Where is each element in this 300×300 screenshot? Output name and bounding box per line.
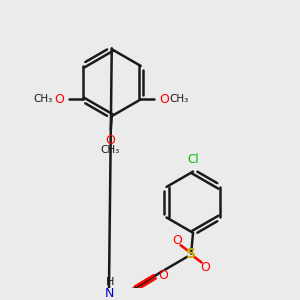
- Text: Cl: Cl: [187, 153, 199, 166]
- Text: CH₃: CH₃: [100, 145, 119, 155]
- Text: O: O: [55, 93, 64, 106]
- Text: N: N: [105, 286, 115, 299]
- Text: CH₃: CH₃: [33, 94, 52, 104]
- Text: S: S: [186, 247, 196, 261]
- Text: O: O: [159, 93, 169, 106]
- Text: CH₃: CH₃: [169, 94, 189, 104]
- Text: O: O: [105, 134, 115, 147]
- Text: O: O: [200, 261, 210, 274]
- Text: H: H: [106, 277, 114, 287]
- Text: O: O: [172, 234, 182, 247]
- Text: O: O: [159, 269, 169, 282]
